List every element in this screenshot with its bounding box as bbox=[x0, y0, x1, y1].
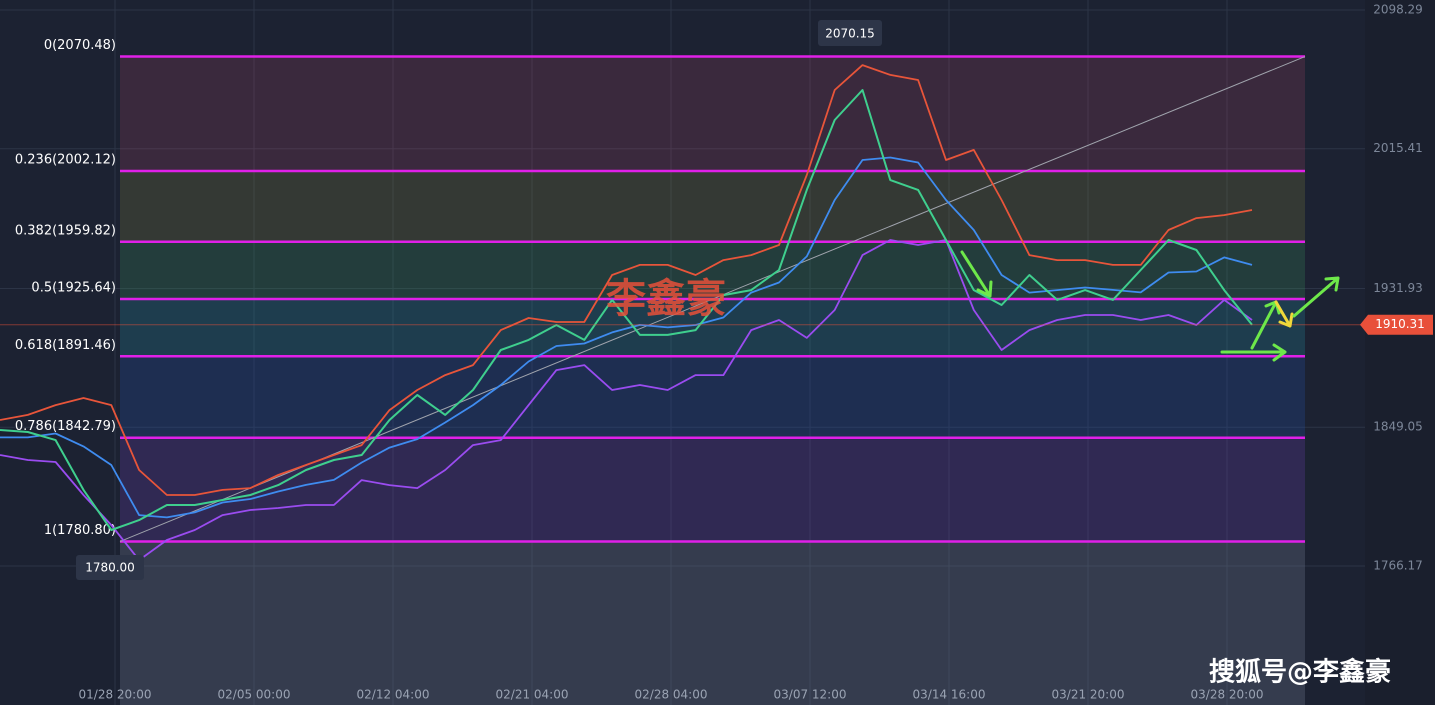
low-label-box bbox=[76, 555, 144, 580]
high-label: 2070.15 bbox=[825, 27, 875, 41]
fib-label: 0(2070.48) bbox=[44, 38, 116, 53]
fib-label: 1(1780.80) bbox=[44, 523, 116, 538]
watermark: 李鑫豪 bbox=[606, 276, 726, 322]
arrow bbox=[1220, 343, 1287, 362]
y-tick-label: 2015.41 bbox=[1373, 141, 1423, 155]
fib-label: 0.618(1891.46) bbox=[15, 338, 116, 353]
price-axis-background bbox=[1365, 0, 1435, 705]
x-tick-label: 02/05 00:00 bbox=[218, 688, 291, 702]
fib-label: 0.236(2002.12) bbox=[15, 152, 116, 167]
x-tick-label: 03/28 20:00 bbox=[1191, 688, 1264, 702]
y-tick-label: 1931.93 bbox=[1373, 281, 1423, 295]
x-tick-label: 03/21 20:00 bbox=[1052, 688, 1125, 702]
fib-band bbox=[120, 437, 1305, 542]
y-tick-label: 1849.05 bbox=[1373, 420, 1423, 434]
high-label-box bbox=[818, 20, 882, 46]
arrows bbox=[960, 250, 1340, 362]
arrow bbox=[1274, 300, 1294, 328]
last-price-tag bbox=[1360, 314, 1433, 335]
y-tick-label: 1766.17 bbox=[1373, 558, 1423, 572]
y-tick-label: 2098.29 bbox=[1373, 2, 1423, 16]
fib-band bbox=[120, 56, 1305, 171]
fib-label: 0.382(1959.82) bbox=[15, 223, 116, 238]
series-line bbox=[0, 89, 1253, 531]
fib-label: 0.5(1925.64) bbox=[31, 281, 116, 296]
source: 搜狐号@李鑫豪 bbox=[1209, 657, 1391, 688]
last-price-label: 1910.31 bbox=[1375, 317, 1425, 331]
x-tick-label: 03/14 16:00 bbox=[913, 688, 986, 702]
arrow bbox=[960, 250, 993, 298]
fib-band bbox=[120, 541, 1305, 705]
series-line bbox=[0, 64, 1253, 496]
arrow bbox=[1292, 276, 1340, 318]
x-tick-label: 02/28 04:00 bbox=[635, 688, 708, 702]
series-line bbox=[0, 156, 1253, 519]
fib-band bbox=[120, 170, 1305, 242]
x-tick-label: 02/21 04:00 bbox=[496, 688, 569, 702]
x-tick-label: 01/28 20:00 bbox=[79, 688, 152, 702]
fib-band bbox=[120, 356, 1305, 438]
fib-label: 0.786(1842.79) bbox=[15, 419, 116, 434]
x-tick-label: 03/07 12:00 bbox=[774, 688, 847, 702]
low-label: 1780.00 bbox=[85, 561, 135, 575]
x-tick-label: 02/12 04:00 bbox=[357, 688, 430, 702]
